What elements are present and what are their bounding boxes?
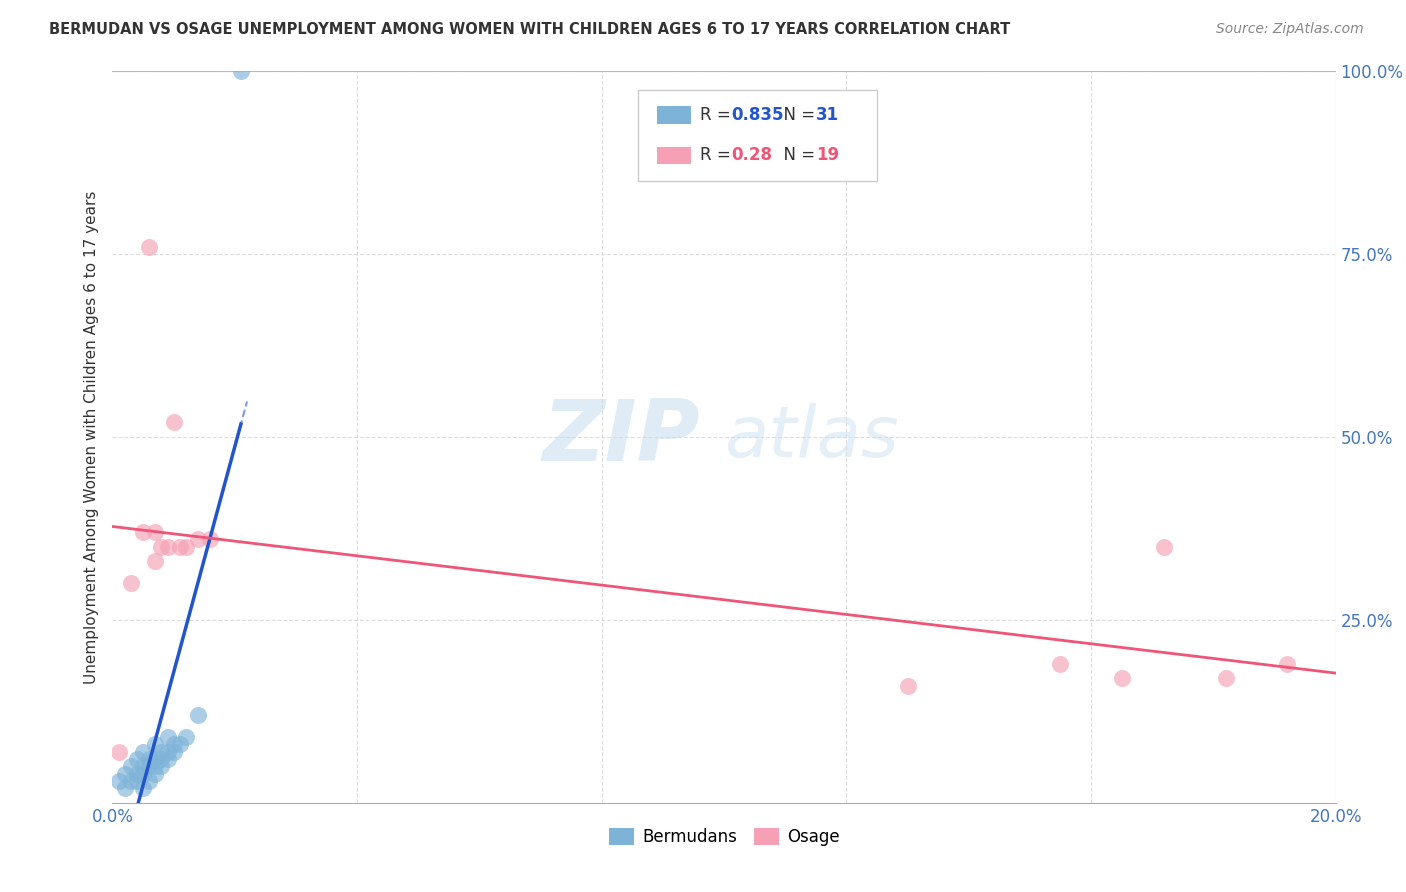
Text: R =: R = — [700, 106, 735, 124]
Point — [132, 766, 155, 780]
Point — [187, 708, 209, 723]
Text: 0.835: 0.835 — [731, 106, 785, 124]
FancyBboxPatch shape — [657, 106, 692, 124]
Text: Source: ZipAtlas.com: Source: ZipAtlas.com — [1216, 22, 1364, 37]
Point — [150, 752, 173, 766]
Point — [143, 525, 166, 540]
Point — [200, 533, 222, 547]
Point — [120, 773, 142, 788]
Text: N =: N = — [773, 106, 820, 124]
Text: 0.28: 0.28 — [731, 146, 772, 164]
Point — [125, 773, 148, 788]
Point — [132, 781, 155, 796]
Point — [229, 64, 252, 78]
Point — [156, 540, 179, 554]
Text: 31: 31 — [815, 106, 839, 124]
Point — [120, 576, 142, 591]
Point — [114, 781, 136, 796]
Point — [138, 240, 160, 254]
Point — [143, 554, 166, 568]
Point — [132, 745, 155, 759]
Point — [150, 540, 173, 554]
Point — [132, 759, 155, 773]
Point — [163, 745, 186, 759]
Text: ZIP: ZIP — [541, 395, 700, 479]
Point — [187, 533, 209, 547]
Point — [138, 759, 160, 773]
Point — [156, 730, 179, 744]
Point — [1111, 672, 1133, 686]
Point — [1275, 657, 1298, 671]
Point — [1215, 672, 1237, 686]
Point — [174, 540, 197, 554]
Point — [169, 737, 191, 751]
Point — [163, 416, 186, 430]
Point — [143, 737, 166, 751]
Legend: Bermudans, Osage: Bermudans, Osage — [602, 822, 846, 853]
Point — [897, 679, 920, 693]
Text: 19: 19 — [815, 146, 839, 164]
Point — [132, 525, 155, 540]
Text: atlas: atlas — [724, 402, 898, 472]
Point — [125, 766, 148, 780]
Point — [169, 540, 191, 554]
Point — [156, 752, 179, 766]
FancyBboxPatch shape — [638, 90, 877, 181]
Point — [125, 752, 148, 766]
FancyBboxPatch shape — [657, 146, 692, 164]
Point — [138, 752, 160, 766]
Point — [120, 759, 142, 773]
Point — [1153, 540, 1175, 554]
Point — [174, 730, 197, 744]
Point — [150, 759, 173, 773]
Y-axis label: Unemployment Among Women with Children Ages 6 to 17 years: Unemployment Among Women with Children A… — [83, 190, 98, 684]
Point — [1049, 657, 1071, 671]
Point — [143, 759, 166, 773]
Point — [107, 773, 129, 788]
Text: N =: N = — [773, 146, 820, 164]
Point — [114, 766, 136, 780]
Point — [150, 745, 173, 759]
Point — [156, 745, 179, 759]
Point — [163, 737, 186, 751]
Point — [138, 773, 160, 788]
Text: BERMUDAN VS OSAGE UNEMPLOYMENT AMONG WOMEN WITH CHILDREN AGES 6 TO 17 YEARS CORR: BERMUDAN VS OSAGE UNEMPLOYMENT AMONG WOM… — [49, 22, 1011, 37]
Text: R =: R = — [700, 146, 735, 164]
Point — [143, 766, 166, 780]
Point — [107, 745, 129, 759]
Point — [143, 752, 166, 766]
